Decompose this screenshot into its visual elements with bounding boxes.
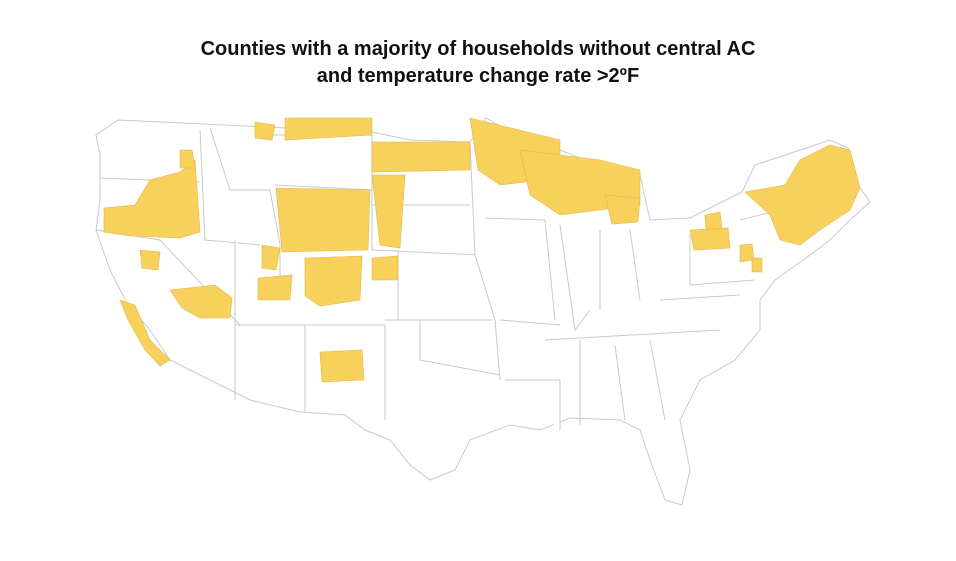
- county-cluster-dakotas: [371, 141, 471, 173]
- county-cluster-michigan: [604, 194, 641, 225]
- county-cluster-newyork: [704, 211, 723, 231]
- county-cluster-north-plains: [284, 117, 373, 141]
- county-cluster-idaho-east: [261, 244, 281, 271]
- county-cluster-new-england: [744, 144, 861, 246]
- county-cluster-nevada: [169, 284, 233, 319]
- title-line-1: Counties with a majority of households w…: [200, 38, 756, 60]
- county-cluster-utah: [257, 274, 293, 301]
- county-cluster-colorado-east: [371, 255, 399, 281]
- county-cluster-norcal: [139, 249, 161, 271]
- county-cluster-nj: [751, 257, 763, 273]
- county-cluster-wa-east: [179, 149, 196, 169]
- county-cluster-oregon: [103, 159, 201, 239]
- county-cluster-montana: [254, 121, 276, 141]
- county-cluster-pennsylvania: [689, 227, 731, 251]
- title-line-2: and temperature change rate >2ºF: [316, 65, 640, 87]
- chart-title: Counties with a majority of households w…: [0, 36, 956, 90]
- county-cluster-colorado: [304, 255, 363, 307]
- county-cluster-sd-west: [371, 174, 406, 249]
- county-cluster-calcoast: [119, 299, 171, 367]
- county-cluster-wyoming: [275, 187, 371, 253]
- highlighted-counties: [103, 117, 861, 383]
- county-cluster-newmexico: [319, 349, 365, 383]
